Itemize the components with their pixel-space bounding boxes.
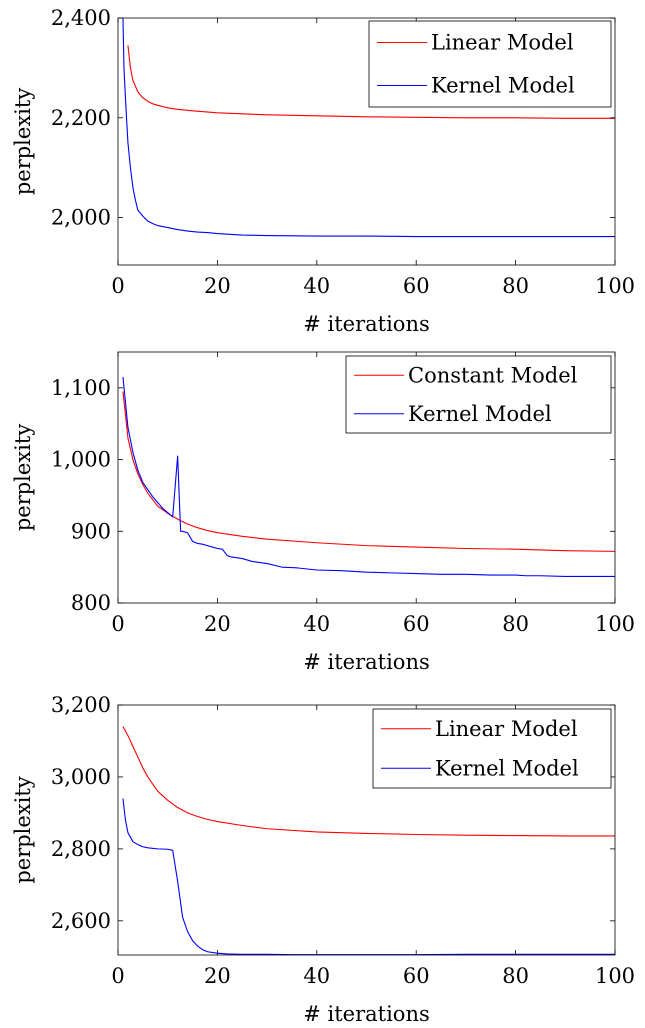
series-line-linear-model [127,45,615,119]
legend-label: Constant Model [408,363,578,387]
y-tick-label: 900 [71,519,111,543]
y-axis-label: perplexity [11,88,35,195]
legend-label: Kernel Model [435,756,579,780]
x-tick-label: 60 [403,612,430,636]
plot-frame [117,351,616,604]
chart-3: 0 20 40 60 80 100 2,600 2,800 3,000 3,200 # iterat… [11,693,635,1026]
x-tick-label: 40 [303,612,330,636]
x-tick-label: 100 [595,612,635,636]
x-tick-label: 80 [502,964,529,988]
x-tick-label: 20 [204,274,231,298]
series-line-constant-model [122,391,615,552]
series-line-kernel-model [122,18,615,238]
legend-box [372,708,612,789]
y-axis-label: perplexity [11,776,35,883]
y-axis-label: perplexity [11,424,35,531]
x-tick-label: 0 [111,612,124,636]
x-tick-label: 60 [403,964,430,988]
x-tick-label: 100 [595,964,635,988]
x-tick-label: 80 [502,612,529,636]
x-tick-label: 20 [204,964,231,988]
x-tick-label: 40 [303,274,330,298]
y-tick-label: 2,600 [51,909,111,933]
legend-label: Linear Model [435,717,578,741]
x-tick-label: 0 [111,274,124,298]
series-line-kernel-model [122,798,615,955]
y-tick-label: 2,800 [51,837,111,861]
y-tick-label: 1,100 [51,376,111,400]
series-line-linear-model [122,726,615,837]
y-tick-label: 3,200 [51,693,111,717]
legend-label: Kernel Model [431,74,575,98]
legend-label: Linear Model [431,31,574,55]
legend-box [368,20,612,108]
y-tick-label: 2,200 [51,106,111,130]
legend-box [345,355,612,434]
y-tick-label: 3,000 [51,765,111,789]
plot-frame [117,17,616,266]
x-tick-label: 20 [204,612,231,636]
plot-frame [117,704,616,956]
x-tick-label: 0 [111,964,124,988]
legend-label: Kernel Model [408,402,552,426]
y-tick-label: 2,000 [51,206,111,230]
x-tick-label: 40 [303,964,330,988]
x-axis-label: # iterations [303,650,430,674]
chart-2: 0 20 40 60 80 100 800 900 1,000 1,100 # iterations… [11,351,635,674]
x-axis-label: # iterations [303,1002,430,1026]
series-line-kernel-model [122,377,615,578]
x-tick-label: 100 [595,274,635,298]
y-tick-label: 1,000 [51,448,111,472]
x-axis-label: # iterations [303,312,430,336]
y-tick-label: 2,400 [51,6,111,30]
x-tick-label: 60 [403,274,430,298]
chart-1: 0 20 40 60 80 100 2,000 2,200 2,400 # iterations p… [11,6,635,336]
y-tick-label: 800 [71,591,111,615]
x-tick-label: 80 [502,274,529,298]
